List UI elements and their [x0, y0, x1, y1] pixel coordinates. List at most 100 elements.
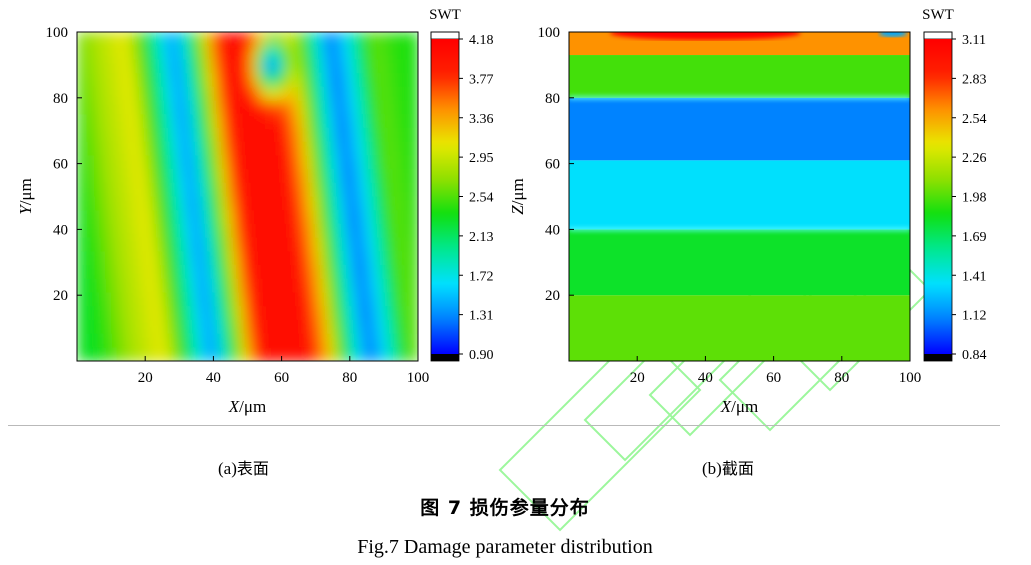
heatmap-cell [145, 196, 152, 212]
heatmap-cell [94, 278, 101, 294]
heatmap-cell [383, 45, 391, 61]
heatmap-cell [111, 196, 118, 212]
heatmap-cell [258, 278, 266, 294]
heatmap-cell [400, 182, 408, 198]
heatmap-cell [258, 319, 266, 335]
heatmap-cell [128, 86, 135, 102]
heatmap-cell [389, 278, 397, 294]
heatmap-cell [94, 292, 101, 308]
heatmap-cell [82, 223, 90, 239]
heatmap-cell [128, 306, 135, 321]
heatmap-cell [145, 86, 152, 102]
heatmap-cell [361, 155, 368, 171]
heatmap-cell [327, 278, 334, 294]
heatmap-cell [82, 32, 90, 47]
heatmap-cell [395, 141, 402, 157]
heatmap-cell [105, 155, 113, 171]
heatmap-cell [361, 86, 368, 102]
heatmap-cell [321, 237, 329, 253]
heatmap-cell [156, 73, 164, 88]
heatmap-cell [167, 278, 175, 294]
heatmap-cell [315, 333, 323, 349]
heatmap-cell [162, 100, 169, 116]
heatmap-cell [99, 141, 107, 157]
heatmap-cell [304, 32, 312, 47]
heatmap-cell [372, 347, 380, 361]
heatmap-cell [236, 86, 243, 102]
heatmap-cell [292, 169, 300, 184]
heatmap-cell [361, 182, 368, 198]
heatmap-cell [412, 251, 418, 267]
heatmap-cell [327, 251, 334, 267]
x-tick-label-b-3: 80 [834, 370, 849, 386]
heatmap-cell [395, 333, 402, 349]
heatmap-cell [173, 251, 181, 267]
heatmap-cell [230, 292, 238, 308]
heatmap-cell [77, 32, 84, 47]
heatmap-cell [122, 114, 130, 129]
heatmap-cell [383, 347, 391, 361]
heatmap-cell [383, 32, 391, 47]
heatmap-cell [355, 196, 363, 212]
heatmap-cell [406, 319, 414, 335]
heatmap-cell [258, 251, 266, 267]
heatmap-cell [179, 347, 186, 361]
heatmap-cell [344, 59, 351, 75]
heatmap-cell [332, 251, 340, 267]
heatmap-cell [150, 319, 158, 335]
surface-coldspot [878, 32, 907, 37]
heatmap-cell [111, 182, 118, 198]
heatmap-cell [207, 114, 215, 129]
heatmap-cell [292, 251, 300, 267]
heatmap-cell [202, 251, 209, 267]
heatmap-cell [412, 278, 418, 294]
heatmap-cell [383, 306, 391, 321]
heatmap-cell [236, 73, 243, 88]
heatmap-cell [94, 45, 101, 61]
heatmap-cell [247, 127, 255, 143]
heatmap-cell [338, 306, 346, 321]
heatmap-cell [111, 114, 118, 129]
heatmap-cell [167, 223, 175, 239]
heatmap-cell [406, 59, 414, 75]
heatmap-cell [378, 347, 385, 361]
heatmap-cell [99, 32, 107, 47]
heatmap-cell [275, 265, 283, 280]
heatmap-cell [361, 333, 368, 349]
heatmap-cell [395, 223, 402, 239]
heatmap-cell [412, 155, 418, 171]
heatmap-cell [389, 100, 397, 116]
heatmap-cell [94, 223, 101, 239]
heatmap-cell [281, 306, 289, 321]
heatmap-cell [298, 141, 306, 157]
heatmap-cell [111, 237, 118, 253]
heatmap-cell [213, 73, 221, 88]
heatmap-cell [196, 169, 204, 184]
heatmap-cell [310, 347, 317, 361]
heatmap-cell [378, 59, 385, 75]
heatmap-cell [349, 169, 357, 184]
heatmap-cell [179, 237, 186, 253]
heatmap-cell [156, 223, 164, 239]
heatmap-cell [196, 59, 204, 75]
heatmap-cell [167, 32, 175, 47]
heatmap-cell [179, 100, 186, 116]
heatmap-cell [162, 306, 169, 321]
heatmap-cell [258, 182, 266, 198]
heatmap-cell [184, 251, 192, 267]
heatmap-cell [219, 86, 226, 102]
heatmap-cell [321, 319, 329, 335]
heatmap-cell [264, 114, 272, 129]
colorbar-tick-label-a-6: 1.72 [469, 269, 494, 284]
heatmap-cell [315, 182, 323, 198]
heatmap-cell [133, 59, 141, 75]
heatmap-cell [270, 155, 277, 171]
heatmap-cell [173, 86, 181, 102]
heatmap-cell [344, 319, 351, 335]
heatmap-cell [116, 196, 124, 212]
heatmap-cell [287, 319, 294, 335]
heatmap-cell [338, 86, 346, 102]
heatmap-cell [287, 86, 294, 102]
heatmap-cell [202, 306, 209, 321]
heatmap-cell [264, 333, 272, 349]
